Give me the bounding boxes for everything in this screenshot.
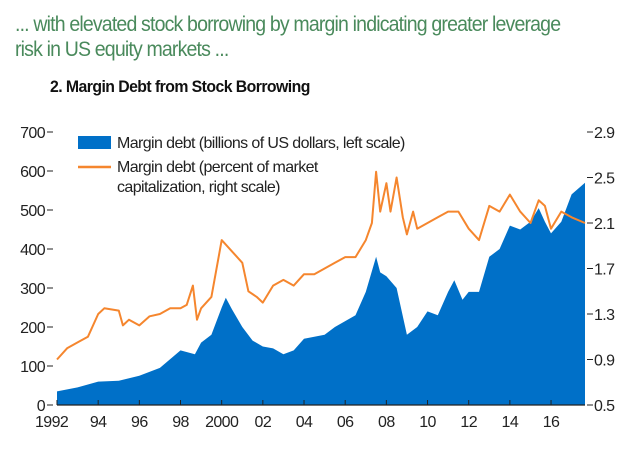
left-y-tick-label: 700: [20, 125, 46, 142]
right-y-tick-label: 2.5: [594, 171, 615, 188]
x-tick-label: 96: [131, 414, 148, 431]
legend: Margin debt (billions of US dollars, lef…: [78, 135, 406, 196]
x-tick-label: 1992: [35, 414, 69, 431]
x-tick-label: 16: [543, 414, 560, 431]
left-y-tick-label: 600: [20, 164, 46, 181]
left-y-tick-label: 100: [20, 359, 46, 376]
x-tick-label: 14: [502, 414, 519, 431]
left-y-tick-label: 300: [20, 281, 46, 298]
right-y-tick-label: 2.1: [594, 216, 615, 233]
x-tick-label: 2000: [205, 414, 239, 431]
right-y-tick-label: 2.9: [594, 125, 615, 142]
left-y-tick-label: 500: [20, 203, 46, 220]
x-tick-label: 04: [296, 414, 313, 431]
right-y-tick-label: 1.7: [594, 262, 615, 279]
x-tick-label: 08: [378, 414, 395, 431]
legend-area-label: Margin debt (billions of US dollars, lef…: [117, 135, 405, 152]
headline: ... with elevated stock borrowing by mar…: [15, 13, 561, 61]
x-tick-label: 12: [460, 414, 477, 431]
legend-area-swatch: [78, 136, 111, 149]
right-y-tick-label: 1.3: [594, 307, 615, 324]
margin-debt-percent-line: [56, 170, 586, 361]
left-y-tick-label: 0: [37, 398, 46, 415]
left-y-tick-label: 400: [20, 242, 46, 259]
chart-title: 2. Margin Debt from Stock Borrowing: [50, 77, 310, 96]
x-tick-label: 06: [337, 414, 354, 431]
right-y-tick-label: 0.5: [594, 398, 615, 415]
right-y-tick-label: 0.9: [594, 353, 615, 370]
x-tick-label: 02: [255, 414, 272, 431]
x-tick-label: 10: [419, 414, 436, 431]
margin-debt-billions-area: [57, 182, 585, 405]
x-tick-label: 94: [90, 414, 107, 431]
left-y-tick-label: 200: [20, 320, 46, 337]
x-tick-label: 98: [172, 414, 189, 431]
legend-line-label-1: Margin debt (percent of market: [117, 159, 319, 176]
legend-line-label-2: capitalization, right scale): [117, 179, 280, 196]
